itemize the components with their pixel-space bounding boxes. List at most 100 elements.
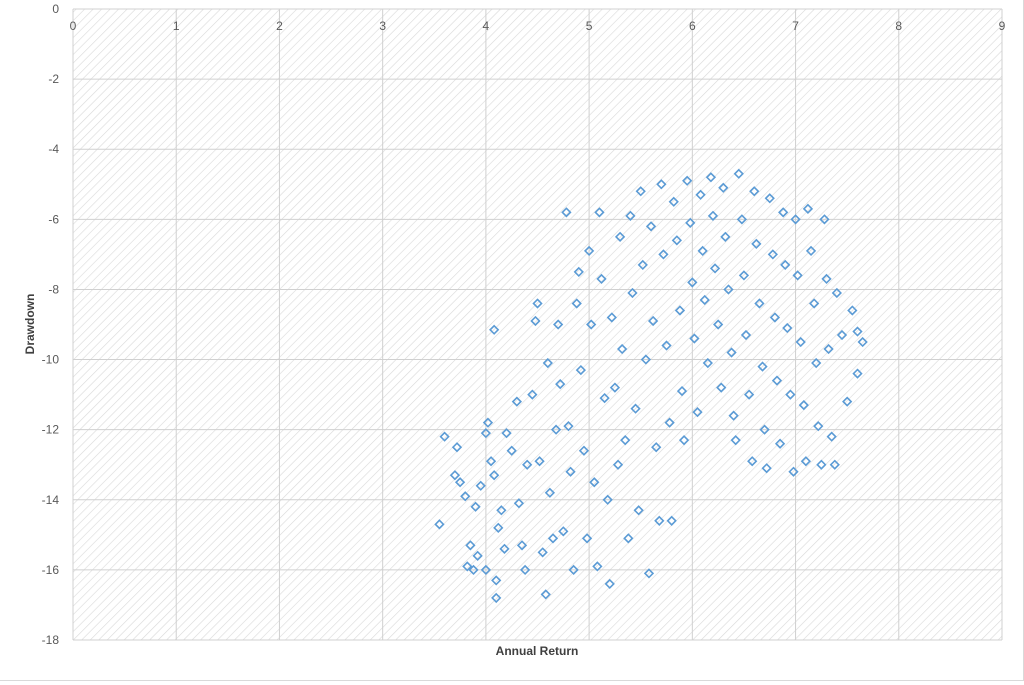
- data-point: [736, 214, 748, 225]
- data-point: [709, 263, 721, 274]
- data-point: [482, 417, 494, 428]
- data-point: [819, 214, 830, 225]
- data-point: [656, 179, 667, 190]
- x-tick-label: 0: [70, 19, 77, 33]
- y-tick-label: -4: [48, 142, 59, 156]
- data-point: [581, 533, 593, 544]
- data-point: [823, 343, 834, 355]
- data-point: [555, 378, 566, 390]
- data-point: [782, 322, 793, 334]
- data-point: [666, 515, 677, 526]
- data-point: [836, 329, 848, 341]
- data-point: [651, 442, 662, 453]
- data-point: [676, 385, 688, 397]
- data-point: [573, 266, 584, 278]
- y-tick-label: -2: [48, 72, 59, 86]
- data-point: [586, 319, 597, 330]
- data-point: [439, 431, 450, 442]
- data-point: [821, 273, 832, 285]
- data-point: [759, 424, 770, 435]
- y-tick-label: 0: [52, 2, 59, 16]
- data-point: [519, 564, 531, 576]
- data-point: [826, 431, 837, 442]
- data-point: [771, 375, 783, 386]
- data-point: [795, 336, 806, 348]
- data-point: [609, 382, 621, 393]
- data-point: [623, 533, 634, 544]
- data-point: [633, 505, 644, 516]
- x-tick-label: 7: [792, 19, 799, 33]
- data-point: [831, 287, 842, 299]
- data-point: [829, 459, 840, 470]
- data-point: [685, 217, 696, 228]
- data-point: [501, 428, 512, 439]
- data-point: [640, 354, 652, 365]
- data-point: [553, 319, 564, 330]
- data-point: [857, 336, 868, 348]
- data-point: [842, 396, 853, 407]
- data-point: [489, 470, 500, 481]
- data-point: [465, 540, 476, 551]
- data-point: [643, 568, 655, 579]
- data-point: [852, 326, 863, 337]
- y-tick-label: -8: [48, 282, 59, 296]
- data-point: [747, 456, 758, 467]
- data-point: [769, 312, 781, 323]
- data-point: [720, 231, 731, 242]
- y-tick-label: -16: [42, 563, 60, 577]
- data-point: [658, 249, 669, 260]
- data-point: [738, 270, 750, 281]
- data-point: [599, 392, 610, 404]
- data-point: [530, 315, 541, 327]
- data-point: [630, 403, 641, 414]
- data-point: [674, 305, 686, 316]
- data-point: [678, 435, 690, 446]
- data-point: [454, 477, 466, 488]
- x-tick-label: 8: [895, 19, 902, 33]
- data-point: [460, 491, 471, 502]
- data-point: [852, 368, 863, 379]
- y-tick-label: -12: [42, 423, 60, 437]
- data-point: [511, 396, 522, 407]
- data-point: [811, 357, 822, 369]
- data-point: [594, 207, 605, 218]
- data-point: [542, 357, 553, 369]
- data-point: [493, 522, 504, 533]
- data-point: [740, 329, 752, 341]
- data-point: [625, 210, 636, 221]
- x-axis-title: Annual Return: [496, 644, 579, 658]
- data-point: [682, 175, 693, 186]
- x-tick-label: 9: [999, 19, 1006, 33]
- data-point: [847, 305, 858, 316]
- data-point: [612, 459, 624, 470]
- data-point: [800, 456, 812, 467]
- data-point: [809, 298, 820, 309]
- data-point: [496, 505, 507, 516]
- data-point: [705, 172, 717, 183]
- data-point: [761, 463, 772, 474]
- y-axis-title: Drawdown: [23, 294, 37, 355]
- data-point: [749, 186, 760, 197]
- data-point: [516, 540, 528, 551]
- data-point: [620, 435, 631, 446]
- data-point: [550, 424, 562, 435]
- gridlines: [72, 8, 1003, 641]
- data-point: [730, 435, 741, 446]
- data-point: [780, 259, 791, 271]
- data-point: [728, 410, 739, 421]
- data-point: [565, 466, 576, 477]
- data-point: [687, 277, 698, 288]
- data-point: [751, 238, 762, 250]
- plot-area-background: [73, 9, 1002, 640]
- data-point: [654, 515, 665, 526]
- data-point: [575, 364, 586, 376]
- y-tick-label: -10: [42, 353, 60, 367]
- data-point: [563, 421, 574, 432]
- data-point: [547, 533, 559, 544]
- data-point: [532, 298, 543, 309]
- data-point: [627, 287, 638, 299]
- data-points: [434, 168, 868, 604]
- data-point: [802, 203, 814, 214]
- data-point: [491, 575, 502, 586]
